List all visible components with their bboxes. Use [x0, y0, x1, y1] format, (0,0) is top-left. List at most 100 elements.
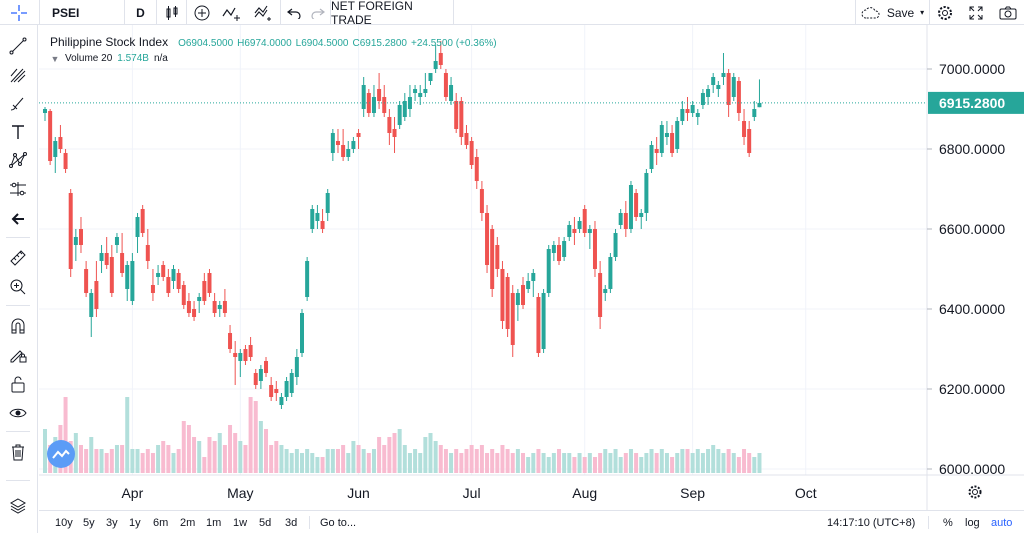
- candle-body: [294, 357, 299, 377]
- candle-body: [428, 73, 433, 81]
- volume-bar: [161, 441, 166, 473]
- volume-bar: [356, 445, 361, 473]
- symbol-search[interactable]: PSEI: [39, 0, 124, 25]
- auto-toggle[interactable]: auto: [991, 516, 1013, 529]
- volume-bar: [711, 445, 716, 473]
- log-toggle[interactable]: log: [965, 516, 980, 529]
- range-5y[interactable]: 5y: [83, 516, 95, 529]
- range-1w[interactable]: 1w: [233, 516, 248, 529]
- volume-bar: [443, 449, 448, 473]
- volume-bar: [598, 453, 603, 473]
- interval-button[interactable]: D: [124, 0, 156, 25]
- candle-body: [197, 297, 202, 301]
- candle-body: [464, 133, 469, 145]
- volume-bar: [567, 453, 572, 473]
- volume-bar: [361, 449, 366, 473]
- volume-bar: [536, 449, 541, 473]
- volume-bar: [582, 457, 587, 473]
- candles-icon[interactable]: [156, 0, 186, 25]
- candle-body: [479, 189, 484, 213]
- chevron-down-icon: ▾: [920, 8, 925, 17]
- range-6m[interactable]: 6m: [153, 516, 169, 529]
- candle-body: [171, 269, 176, 281]
- volume-bar: [192, 437, 197, 473]
- candle-body: [505, 277, 510, 329]
- range-3y[interactable]: 3y: [106, 516, 118, 529]
- candle-body: [413, 89, 418, 93]
- undo-icon[interactable]: [280, 0, 306, 25]
- compare-add-icon[interactable]: [186, 0, 216, 25]
- volume-study-label[interactable]: Volume 20: [65, 53, 113, 64]
- arrow-left-icon[interactable]: [5, 208, 31, 230]
- candle-body: [649, 145, 654, 169]
- ruler-icon[interactable]: [5, 247, 31, 269]
- goto-button[interactable]: Go to...: [320, 516, 357, 529]
- chart-area[interactable]: 6000.0000 6200.0000 6400.0000 6600.0000 6800…: [39, 25, 1024, 510]
- camera-icon[interactable]: [992, 0, 1024, 25]
- percent-toggle[interactable]: %: [943, 516, 953, 529]
- candle-body: [125, 265, 130, 289]
- volume-bar: [377, 437, 382, 473]
- fib-retracement-icon[interactable]: [5, 64, 31, 86]
- candle-body: [99, 253, 104, 261]
- object-tree-icon[interactable]: [5, 495, 31, 517]
- range-10y[interactable]: 10y: [55, 516, 73, 529]
- range-2m[interactable]: 2m: [180, 516, 196, 529]
- volume-bar: [289, 453, 294, 473]
- volume-bar: [706, 449, 711, 473]
- redo-icon[interactable]: [306, 0, 330, 25]
- unlock-icon[interactable]: [5, 373, 31, 395]
- candle-body: [721, 73, 726, 77]
- prediction-icon[interactable]: [5, 178, 31, 200]
- volume-bar: [140, 453, 145, 473]
- settings-gear-icon[interactable]: [929, 0, 960, 25]
- crosshair-icon[interactable]: [0, 0, 38, 25]
- volume-bar: [603, 449, 608, 473]
- range-3d[interactable]: 3d: [285, 516, 298, 529]
- volume-bar: [510, 453, 515, 473]
- fullscreen-icon[interactable]: [960, 0, 992, 25]
- volume-bar: [413, 449, 418, 473]
- brush-icon[interactable]: [5, 93, 31, 115]
- trash-icon[interactable]: [5, 441, 31, 463]
- symbol-full-name: Philippine Stock Index: [50, 35, 169, 49]
- price-chart[interactable]: 6000.0000 6200.0000 6400.0000 6600.0000 6800…: [39, 25, 1024, 510]
- candle-body: [53, 141, 58, 157]
- zoom-in-icon[interactable]: [5, 276, 31, 298]
- pencil-lock-icon[interactable]: [5, 344, 31, 366]
- eye-icon[interactable]: [5, 402, 31, 424]
- indicators-icon[interactable]: [216, 0, 248, 25]
- volume-bar: [587, 453, 592, 473]
- volume-bar: [541, 453, 546, 473]
- volume-bar: [454, 449, 459, 473]
- text-tool-icon[interactable]: [5, 121, 31, 143]
- volume-bar: [685, 449, 690, 473]
- tools-divider: [6, 431, 30, 432]
- candle-body: [706, 89, 711, 97]
- candle-body: [300, 313, 304, 353]
- volume-bar: [423, 437, 428, 473]
- candle-body: [495, 245, 500, 269]
- save-button[interactable]: Save ▾: [855, 0, 929, 25]
- collapse-chevron-icon[interactable]: ▼: [50, 53, 60, 64]
- range-1y[interactable]: 1y: [129, 516, 141, 529]
- range-1m[interactable]: 1m: [206, 516, 222, 529]
- volume-bar: [675, 453, 680, 473]
- candle-body: [613, 233, 618, 257]
- net-foreign-trade-button[interactable]: NET FOREIGN TRADE: [330, 0, 453, 27]
- tradingview-logo-icon[interactable]: [47, 440, 75, 468]
- candle-body: [716, 85, 721, 89]
- magnet-icon[interactable]: [5, 315, 31, 337]
- candle-body: [120, 253, 125, 273]
- axis-settings-gear-icon[interactable]: [968, 485, 982, 499]
- timezone-clock[interactable]: 14:17:10 (UTC+8): [827, 516, 916, 529]
- range-5d[interactable]: 5d: [259, 516, 272, 529]
- pattern-icon[interactable]: [5, 149, 31, 171]
- candle-body: [356, 133, 361, 137]
- templates-icon[interactable]: [248, 0, 280, 25]
- volume-bar: [592, 457, 597, 473]
- volume-bar: [186, 425, 191, 473]
- trend-line-icon[interactable]: [5, 35, 31, 57]
- volume-bar: [649, 449, 654, 473]
- volume-bar: [300, 453, 304, 473]
